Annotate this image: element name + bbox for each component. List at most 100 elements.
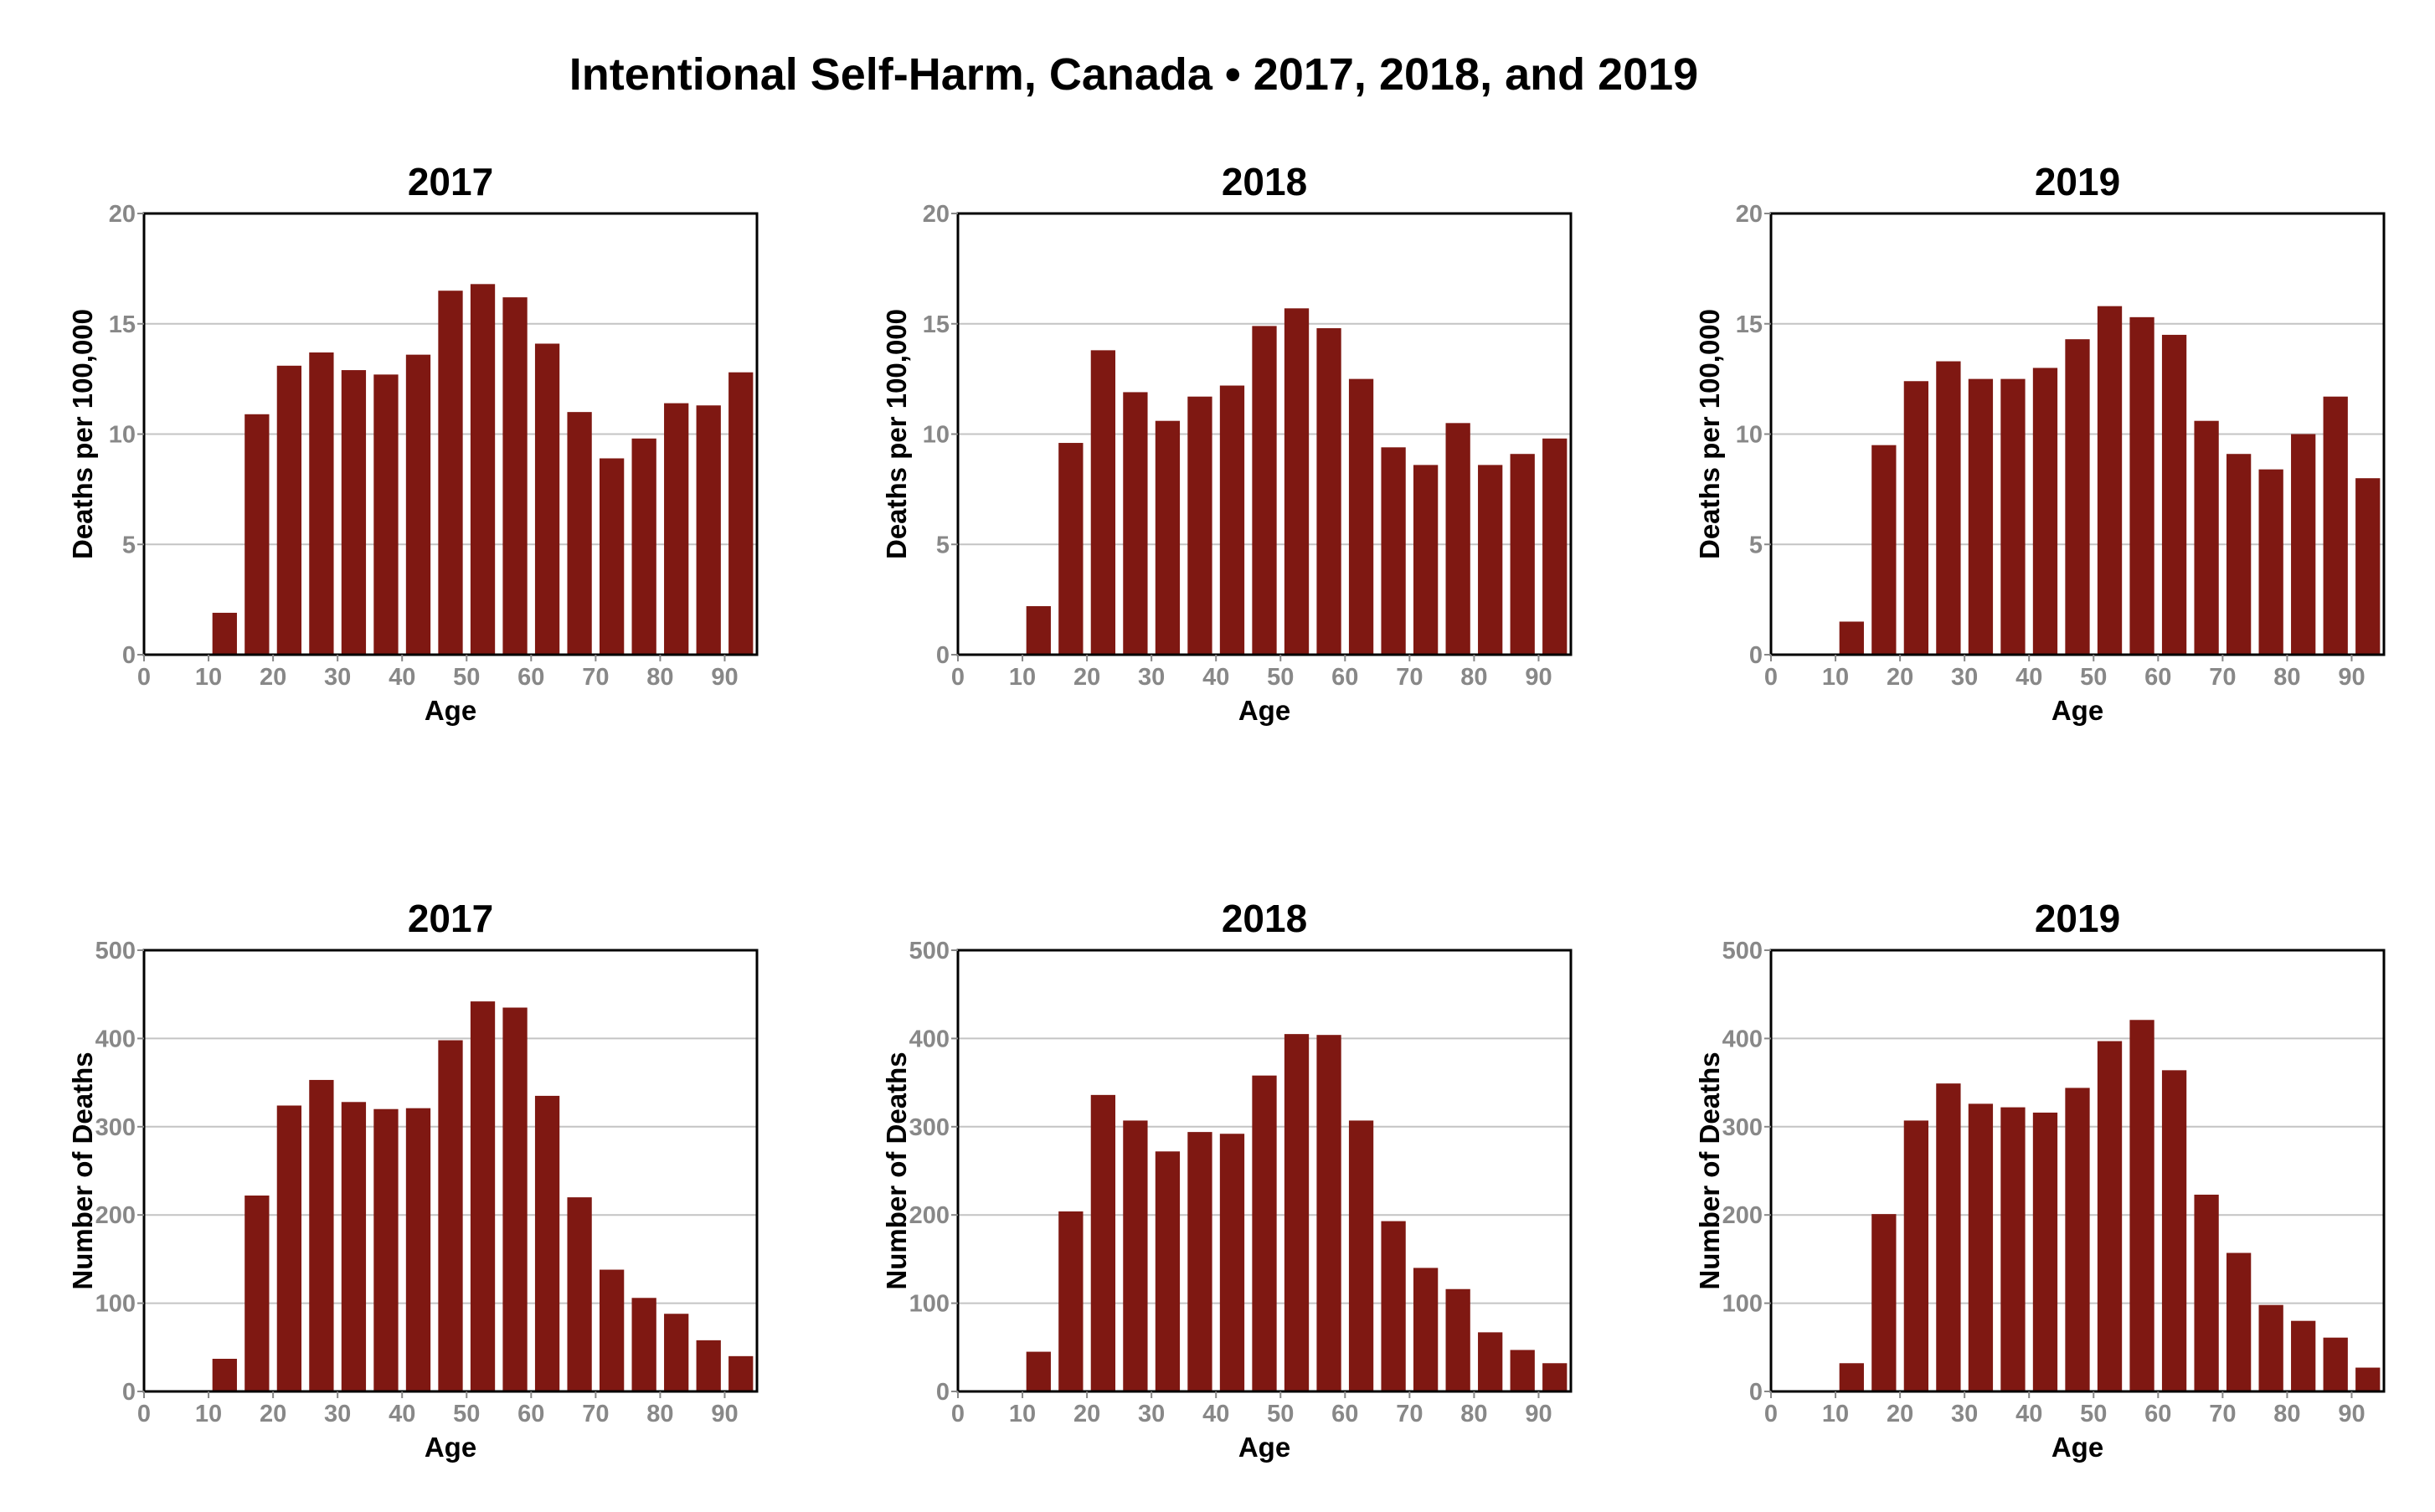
y-tick-label: 10	[109, 422, 136, 449]
x-tick-label: 30	[1138, 1401, 1165, 1427]
x-tick-label: 50	[1267, 1401, 1294, 1427]
y-tick-label: 0	[1749, 1379, 1763, 1406]
x-tick-label: 80	[646, 1401, 673, 1427]
bar-age-92.5	[728, 372, 754, 655]
y-tick-label: 300	[95, 1114, 136, 1141]
x-tick-label: 50	[2080, 664, 2107, 691]
bar-age-62.5	[2161, 1070, 2187, 1391]
y-tick-label: 500	[95, 938, 136, 964]
bar-age-12.5	[1026, 606, 1051, 655]
x-tick-label: 10	[1009, 1401, 1036, 1427]
x-axis-label: Age	[1238, 695, 1290, 726]
bar-age-72.5	[599, 1269, 625, 1391]
x-axis-label: Age	[425, 695, 476, 726]
bar-age-52.5	[470, 1001, 496, 1391]
x-tick-label: 0	[951, 664, 965, 691]
bar-age-47.5	[1252, 326, 1277, 655]
bar-age-87.5	[1510, 454, 1535, 655]
y-axis-label: Deaths per 100,000	[1694, 309, 1725, 559]
bar-age-57.5	[2129, 1020, 2154, 1391]
x-tick-label: 60	[1331, 1401, 1358, 1427]
bar-age-57.5	[2129, 316, 2154, 655]
x-tick-label: 60	[1331, 664, 1358, 691]
y-tick-label: 100	[95, 1291, 136, 1318]
x-tick-label: 0	[137, 664, 151, 691]
bar-age-72.5	[2226, 1252, 2252, 1391]
bar-age-72.5	[2226, 454, 2252, 655]
x-axis-label: Age	[1238, 1432, 1290, 1463]
chart-panel-6: 2019 0 100 200 300 400 500 0 10 20 30 40 50 60 70 80 90 A…	[1694, 897, 2386, 1463]
bar-age-62.5	[534, 1095, 560, 1391]
bar-age-12.5	[212, 1359, 237, 1391]
y-axis-label: Number of Deaths	[881, 1052, 912, 1289]
y-tick-label: 200	[909, 1202, 950, 1229]
bar-age-62.5	[2161, 334, 2187, 655]
bar-age-82.5	[1478, 465, 1503, 655]
x-tick-label: 70	[1396, 1401, 1423, 1427]
bar-age-42.5	[1219, 385, 1245, 655]
y-tick-label: 15	[109, 311, 136, 338]
x-axis-label: Age	[2051, 1432, 2103, 1463]
x-tick-label: 10	[195, 664, 222, 691]
bar-age-42.5	[1219, 1134, 1245, 1391]
bar-age-82.5	[1478, 1332, 1503, 1391]
x-axis-label: Age	[2051, 695, 2103, 726]
bar-age-67.5	[1381, 447, 1406, 655]
y-tick-label: 0	[1749, 642, 1763, 669]
y-axis-label: Number of Deaths	[1694, 1052, 1725, 1289]
bar-age-82.5	[664, 1314, 689, 1391]
bar-age-17.5	[1058, 443, 1084, 655]
y-tick-label: 200	[1722, 1202, 1763, 1229]
y-tick-label: 5	[1749, 532, 1763, 558]
x-tick-label: 70	[582, 664, 609, 691]
plot-frame	[142, 949, 759, 1393]
bar-age-47.5	[438, 291, 463, 655]
bar-age-17.5	[1871, 445, 1897, 655]
figure-title: Intentional Self-Harm, Canada • 2017, 20…	[569, 49, 1699, 100]
bar-age-67.5	[567, 412, 592, 655]
bar-age-82.5	[2291, 434, 2316, 655]
y-tick-label: 0	[936, 642, 950, 669]
bar-age-32.5	[1968, 1103, 1994, 1391]
bar-age-22.5	[1090, 1094, 1116, 1391]
bar-age-72.5	[1413, 1268, 1439, 1391]
y-tick-label: 20	[923, 201, 950, 228]
x-tick-label: 0	[951, 1401, 965, 1427]
bar-age-77.5	[2258, 469, 2283, 655]
bar-age-32.5	[341, 370, 367, 655]
y-tick-label: 15	[1736, 311, 1763, 338]
chart-panel-2: 2018 0 5 10 15 20 0 10 20 30 40 50 60 70 80 90 Age Deaths…	[881, 160, 1573, 726]
bar-age-67.5	[2194, 1194, 2219, 1391]
bar-age-62.5	[1348, 378, 1374, 655]
y-tick-label: 10	[1736, 422, 1763, 449]
panel-title: 2017	[408, 897, 493, 940]
y-tick-label: 400	[909, 1026, 950, 1052]
x-tick-label: 10	[1822, 664, 1849, 691]
bar-age-57.5	[1316, 328, 1341, 655]
bar-age-72.5	[599, 458, 625, 655]
bar-age-47.5	[438, 1040, 463, 1391]
plot-frame	[956, 949, 1573, 1393]
bar-age-42.5	[405, 354, 431, 655]
bar-age-37.5	[373, 1108, 399, 1391]
bar-age-12.5	[1839, 1363, 1864, 1391]
y-tick-label: 10	[923, 422, 950, 449]
bar-age-87.5	[696, 1340, 721, 1391]
x-tick-label: 50	[2080, 1401, 2107, 1427]
bar-age-52.5	[1284, 1034, 1310, 1391]
x-tick-label: 30	[1138, 664, 1165, 691]
bar-age-17.5	[245, 414, 270, 655]
y-tick-label: 15	[923, 311, 950, 338]
bar-age-82.5	[2291, 1320, 2316, 1391]
bar-age-52.5	[470, 284, 496, 655]
bar-age-37.5	[2000, 1107, 2026, 1391]
x-tick-label: 30	[324, 1401, 351, 1427]
bar-age-22.5	[1903, 1120, 1929, 1391]
x-tick-label: 10	[1009, 664, 1036, 691]
bar-age-62.5	[1348, 1120, 1374, 1391]
bar-age-57.5	[1316, 1035, 1341, 1391]
x-tick-label: 30	[1951, 1401, 1978, 1427]
bar-age-72.5	[1413, 465, 1439, 655]
bar-age-57.5	[502, 297, 528, 655]
